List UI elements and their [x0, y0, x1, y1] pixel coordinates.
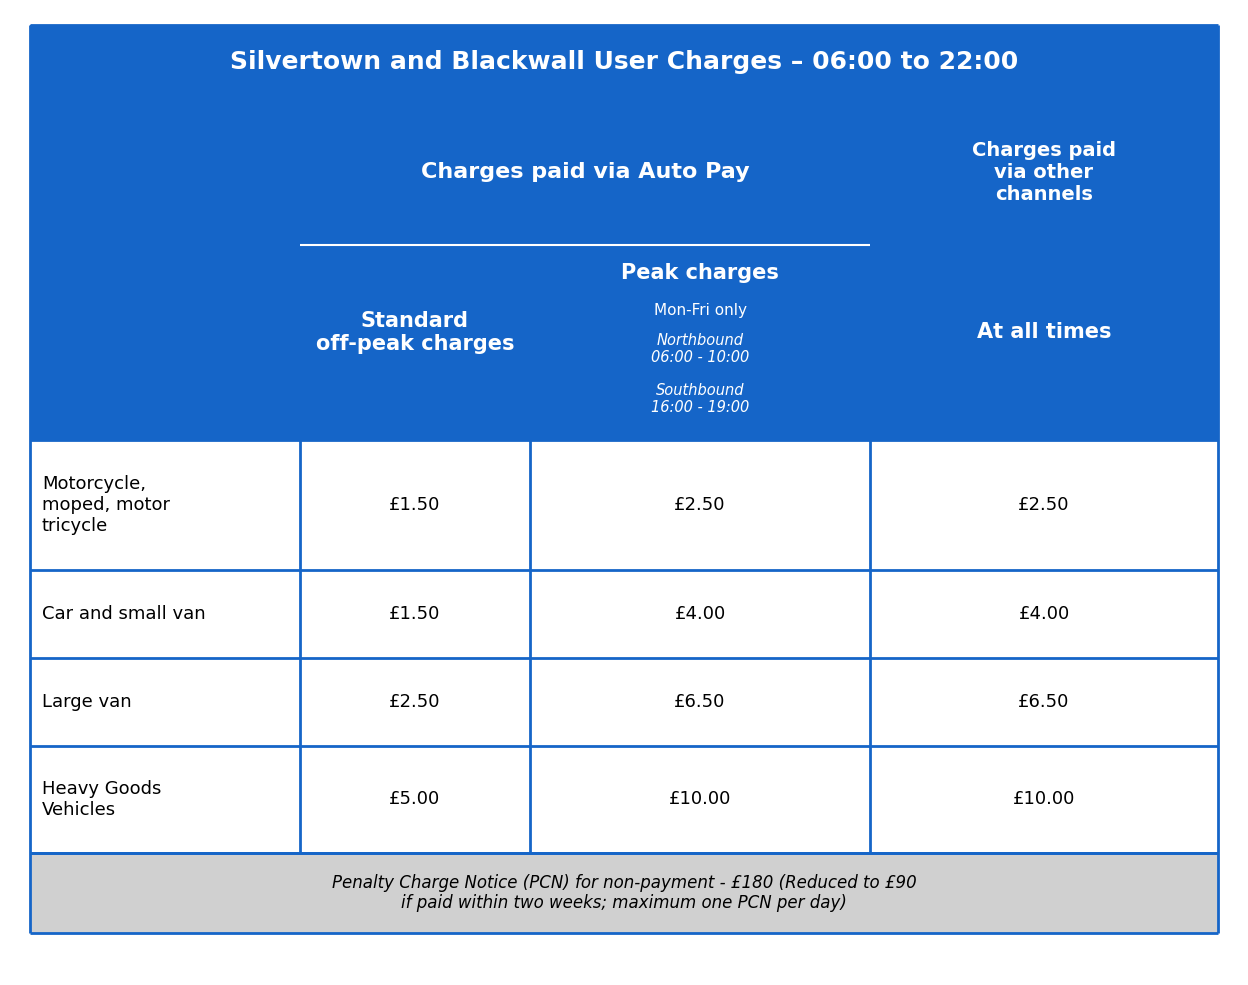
- Text: Standard
off-peak charges: Standard off-peak charges: [316, 311, 514, 354]
- Text: Heavy Goods
Vehicles: Heavy Goods Vehicles: [42, 780, 161, 819]
- Bar: [30, 440, 1218, 570]
- Text: Charges paid
via other
channels: Charges paid via other channels: [972, 141, 1116, 204]
- Bar: [30, 100, 300, 245]
- Text: £1.50: £1.50: [389, 496, 441, 514]
- Text: £10.00: £10.00: [1013, 791, 1076, 809]
- Bar: [870, 100, 1218, 245]
- Text: Car and small van: Car and small van: [42, 605, 206, 623]
- Text: £5.00: £5.00: [389, 791, 441, 809]
- Text: Charges paid via Auto Pay: Charges paid via Auto Pay: [421, 163, 749, 182]
- Text: £2.50: £2.50: [389, 693, 441, 711]
- Text: At all times: At all times: [977, 322, 1111, 343]
- Text: £4.00: £4.00: [1018, 605, 1070, 623]
- Bar: [30, 245, 300, 440]
- Bar: [30, 570, 1218, 658]
- Text: Northbound
06:00 - 10:00: Northbound 06:00 - 10:00: [651, 333, 749, 365]
- Bar: [30, 25, 1218, 100]
- Text: £4.00: £4.00: [674, 605, 725, 623]
- Bar: [30, 853, 1218, 933]
- Text: £1.50: £1.50: [389, 605, 441, 623]
- Text: Peak charges: Peak charges: [622, 263, 779, 283]
- Bar: [30, 658, 1218, 746]
- Bar: [300, 245, 530, 440]
- Text: Mon-Fri only: Mon-Fri only: [654, 303, 746, 318]
- Bar: [870, 245, 1218, 440]
- Text: £2.50: £2.50: [1018, 496, 1070, 514]
- Text: £2.50: £2.50: [674, 496, 726, 514]
- Text: Motorcycle,
moped, motor
tricycle: Motorcycle, moped, motor tricycle: [42, 475, 170, 535]
- Bar: [530, 245, 870, 440]
- Text: £6.50: £6.50: [674, 693, 725, 711]
- Bar: [300, 100, 870, 245]
- Text: Southbound
16:00 - 19:00: Southbound 16:00 - 19:00: [651, 383, 749, 416]
- Text: Large van: Large van: [42, 693, 131, 711]
- Text: Penalty Charge Notice (PCN) for non-payment - £180 (Reduced to £90
if paid withi: Penalty Charge Notice (PCN) for non-paym…: [332, 874, 916, 912]
- Bar: [30, 746, 1218, 853]
- Text: £6.50: £6.50: [1018, 693, 1070, 711]
- Text: Silvertown and Blackwall User Charges – 06:00 to 22:00: Silvertown and Blackwall User Charges – …: [230, 50, 1018, 75]
- Text: £10.00: £10.00: [669, 791, 731, 809]
